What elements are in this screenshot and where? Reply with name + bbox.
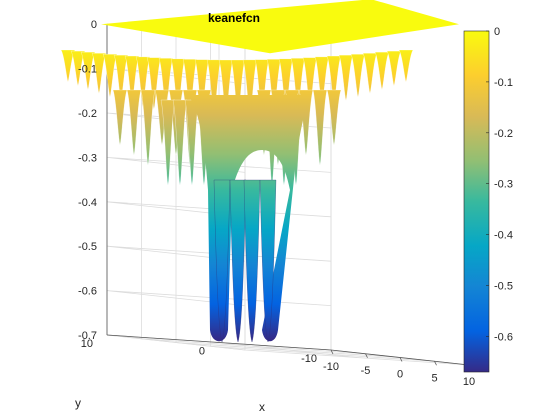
y-tick-label: -10 bbox=[301, 353, 317, 365]
x-tick-label: -5 bbox=[361, 365, 371, 377]
y-axis-label: y bbox=[75, 396, 81, 410]
chart-title: keanefcn bbox=[208, 11, 260, 25]
surface-dip bbox=[338, 55, 354, 102]
y-tick-label: 10 bbox=[81, 338, 93, 350]
x-tick-label: 0 bbox=[397, 369, 403, 381]
surface-plot bbox=[60, 0, 459, 343]
x-tick-label: 5 bbox=[431, 372, 437, 384]
z-tick-label: -0.1 bbox=[78, 64, 97, 76]
surface-deep-lobe bbox=[259, 179, 277, 343]
surface-dip bbox=[386, 50, 402, 87]
surface-dip bbox=[160, 99, 176, 186]
surface-dip bbox=[312, 89, 328, 166]
z-tick-label: -0.2 bbox=[78, 108, 97, 120]
surface-dip bbox=[184, 99, 200, 186]
surface-deep-lobe bbox=[229, 179, 247, 343]
y-tick-label: 0 bbox=[199, 346, 205, 358]
axis-ticks: 0 -0.1 -0.2 -0.3 -0.4 -0.5 -0.6 -0.7 -10 -5 0 5 10 -1… bbox=[78, 19, 475, 388]
z-tick-label: -0.4 bbox=[78, 197, 97, 209]
colorbar-gradient bbox=[463, 30, 490, 373]
colorbar-tick-label: -0.1 bbox=[494, 77, 513, 89]
z-tick-label: -0.7 bbox=[78, 330, 97, 342]
surface-deep-lobe bbox=[243, 179, 261, 343]
y-gridline bbox=[330, 39, 470, 366]
surface-dip bbox=[172, 99, 188, 186]
y-axis-line bbox=[106, 334, 332, 351]
colorbar-tick-label: -0.5 bbox=[494, 280, 513, 292]
x-axis-label: x bbox=[259, 400, 265, 414]
surface-deep-lobe bbox=[213, 179, 231, 343]
z-tick-label: -0.3 bbox=[78, 152, 97, 164]
colorbar-tick-label: -0.3 bbox=[494, 179, 513, 191]
surface-dip bbox=[374, 51, 390, 91]
surface-dip bbox=[350, 54, 366, 98]
colorbar: 0 -0.1 -0.2 -0.3 -0.4 -0.5 -0.6 bbox=[463, 26, 513, 373]
colorbar-tick-label: -0.6 bbox=[494, 331, 513, 343]
colorbar-tick-label: -0.4 bbox=[494, 230, 513, 242]
surface-plateau bbox=[101, 0, 459, 54]
surface-dip bbox=[326, 89, 342, 146]
x-tick-mark bbox=[330, 349, 334, 355]
z-tick-label: -0.6 bbox=[78, 286, 97, 298]
surface-dip bbox=[140, 89, 156, 166]
x-tick-label: 10 bbox=[463, 376, 475, 388]
surface-dip bbox=[398, 49, 414, 83]
x-tick-label: -10 bbox=[323, 361, 339, 373]
z-tick-label: 0 bbox=[91, 19, 97, 31]
surface-dip bbox=[362, 53, 378, 95]
x-tick-mark bbox=[365, 353, 368, 358]
colorbar-tick-label: 0 bbox=[494, 26, 500, 38]
surface-dip bbox=[112, 89, 128, 146]
surface-dip bbox=[126, 89, 142, 156]
z-tick-label: -0.5 bbox=[78, 241, 97, 253]
x-tick-mark bbox=[399, 357, 403, 362]
surface-dip bbox=[146, 57, 162, 110]
colorbar-tick-label: -0.2 bbox=[494, 128, 513, 140]
x-tick-mark bbox=[434, 361, 437, 366]
